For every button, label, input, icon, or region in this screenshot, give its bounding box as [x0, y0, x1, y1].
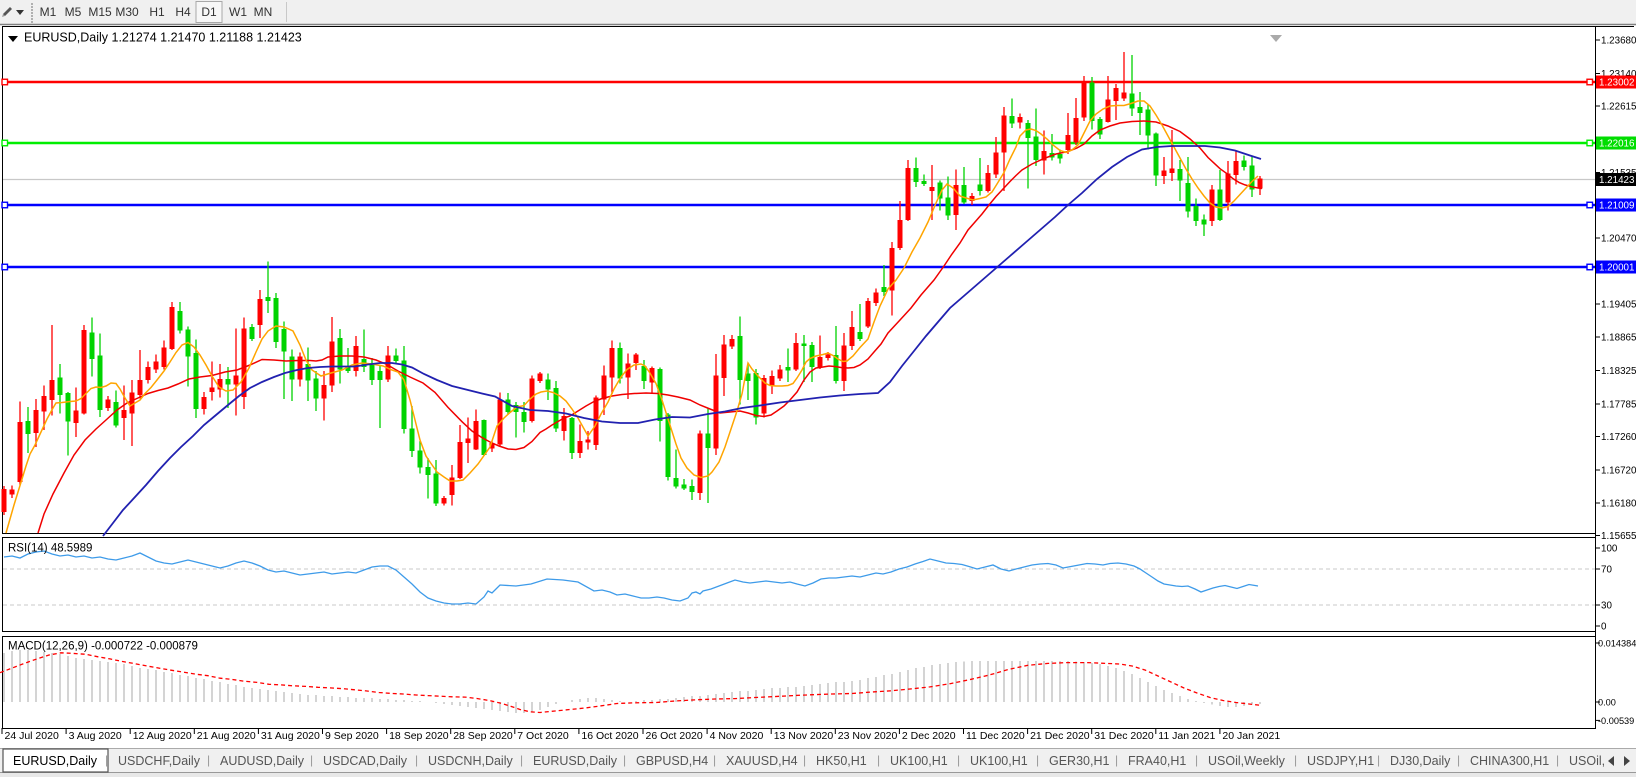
- svg-text:0.014384: 0.014384: [1598, 638, 1636, 648]
- svg-text:UK100,H1: UK100,H1: [970, 754, 1028, 768]
- svg-text:31 Dec 2020: 31 Dec 2020: [1094, 730, 1154, 742]
- svg-text:RSI(14) 48.5989: RSI(14) 48.5989: [8, 543, 92, 555]
- svg-text:USDCHF,Daily: USDCHF,Daily: [118, 754, 201, 768]
- svg-text:|: |: [803, 753, 806, 767]
- svg-text:1.15655: 1.15655: [1601, 531, 1636, 542]
- svg-text:4 Nov 2020: 4 Nov 2020: [710, 730, 764, 742]
- svg-text:GER30,H1: GER30,H1: [1049, 754, 1109, 768]
- svg-text:24 Jul 2020: 24 Jul 2020: [5, 730, 59, 742]
- svg-text:HK50,H1: HK50,H1: [816, 754, 867, 768]
- svg-text:0: 0: [1601, 622, 1607, 633]
- svg-text:USOil,Weekly: USOil,Weekly: [1208, 754, 1286, 768]
- svg-text:1.20001: 1.20001: [1599, 263, 1634, 274]
- svg-text:|: |: [105, 753, 108, 767]
- svg-text:|: |: [1294, 753, 1297, 767]
- svg-text:1.23140: 1.23140: [1601, 69, 1636, 80]
- svg-text:1.22016: 1.22016: [1599, 139, 1635, 150]
- svg-text:|: |: [1195, 753, 1198, 767]
- svg-text:|: |: [207, 753, 210, 767]
- svg-text:12 Aug 2020: 12 Aug 2020: [133, 730, 192, 742]
- svg-text:EURUSD,Daily 1.21274 1.21470: EURUSD,Daily 1.21274 1.21470 1.21188 1.2…: [24, 31, 302, 45]
- svg-text:30: 30: [1601, 601, 1612, 612]
- svg-text:USDJPY,H1: USDJPY,H1: [1307, 754, 1374, 768]
- svg-text:1.18865: 1.18865: [1601, 333, 1636, 344]
- svg-text:USDCAD,Daily: USDCAD,Daily: [323, 754, 408, 768]
- svg-text:16 Oct 2020: 16 Oct 2020: [581, 730, 638, 742]
- svg-text:21 Aug 2020: 21 Aug 2020: [197, 730, 256, 742]
- svg-text:M1: M1: [40, 5, 57, 19]
- svg-text:20 Jan 2021: 20 Jan 2021: [1222, 730, 1280, 742]
- svg-text:0.00: 0.00: [1598, 697, 1616, 707]
- svg-text:XAUUSD,H4: XAUUSD,H4: [726, 754, 798, 768]
- svg-text:MACD(12,26,9) -0.000722 -0.000: MACD(12,26,9) -0.000722 -0.000879: [8, 641, 198, 653]
- svg-text:1.16180: 1.16180: [1601, 499, 1636, 510]
- svg-text:11 Jan 2021: 11 Jan 2021: [1158, 730, 1215, 742]
- svg-text:MN: MN: [254, 5, 273, 19]
- svg-text:-0.00539: -0.00539: [1598, 716, 1634, 726]
- svg-text:11 Dec 2020: 11 Dec 2020: [966, 730, 1025, 742]
- svg-text:M5: M5: [65, 5, 82, 19]
- svg-text:CHINA300,H1: CHINA300,H1: [1470, 754, 1549, 768]
- svg-text:USOil,: USOil,: [1569, 754, 1605, 768]
- svg-text:1.20470: 1.20470: [1601, 234, 1636, 245]
- svg-text:1.19405: 1.19405: [1601, 300, 1636, 311]
- svg-text:|: |: [415, 753, 418, 767]
- svg-text:1.23002: 1.23002: [1599, 78, 1634, 89]
- svg-text:H4: H4: [175, 5, 191, 19]
- svg-text:|: |: [1377, 753, 1380, 767]
- svg-text:13 Nov 2020: 13 Nov 2020: [774, 730, 834, 742]
- svg-text:1.21423: 1.21423: [1599, 175, 1635, 186]
- svg-text:H1: H1: [149, 5, 165, 19]
- svg-text:EURUSD,Daily: EURUSD,Daily: [533, 754, 618, 768]
- svg-text:|: |: [1036, 753, 1039, 767]
- svg-text:W1: W1: [229, 5, 247, 19]
- svg-text:|: |: [1115, 753, 1118, 767]
- svg-text:USDCNH,Daily: USDCNH,Daily: [428, 754, 513, 768]
- svg-text:AUDUSD,Daily: AUDUSD,Daily: [220, 754, 305, 768]
- svg-text:1.21009: 1.21009: [1599, 201, 1634, 212]
- svg-text:|: |: [877, 753, 880, 767]
- svg-text:18 Sep 2020: 18 Sep 2020: [389, 730, 449, 742]
- svg-text:|: |: [957, 753, 960, 767]
- svg-text:1.18325: 1.18325: [1601, 366, 1636, 377]
- svg-text:|: |: [520, 753, 523, 767]
- svg-text:1.16720: 1.16720: [1601, 466, 1636, 477]
- svg-text:FRA40,H1: FRA40,H1: [1128, 754, 1186, 768]
- svg-text:|: |: [1457, 753, 1460, 767]
- svg-text:7 Oct 2020: 7 Oct 2020: [517, 730, 569, 742]
- svg-text:31 Aug 2020: 31 Aug 2020: [261, 730, 320, 742]
- svg-text:28 Sep 2020: 28 Sep 2020: [453, 730, 513, 742]
- svg-text:M30: M30: [115, 5, 139, 19]
- svg-text:23 Nov 2020: 23 Nov 2020: [838, 730, 898, 742]
- svg-text:2 Dec 2020: 2 Dec 2020: [902, 730, 956, 742]
- svg-text:|: |: [310, 753, 313, 767]
- svg-text:3 Aug 2020: 3 Aug 2020: [69, 730, 122, 742]
- svg-text:1.17260: 1.17260: [1601, 432, 1636, 443]
- svg-text:1.23680: 1.23680: [1601, 36, 1636, 47]
- svg-text:100: 100: [1601, 544, 1618, 555]
- svg-text:1.17785: 1.17785: [1601, 400, 1636, 411]
- svg-text:|: |: [713, 753, 716, 767]
- svg-text:1.22615: 1.22615: [1601, 102, 1636, 113]
- svg-text:DJ30,Daily: DJ30,Daily: [1390, 754, 1451, 768]
- svg-text:D1: D1: [201, 5, 217, 19]
- svg-text:GBPUSD,H4: GBPUSD,H4: [636, 754, 708, 768]
- svg-text:UK100,H1: UK100,H1: [890, 754, 948, 768]
- svg-text:M15: M15: [88, 5, 112, 19]
- svg-text:70: 70: [1601, 565, 1612, 576]
- svg-text:EURUSD,Daily: EURUSD,Daily: [13, 754, 98, 768]
- svg-text:9 Sep 2020: 9 Sep 2020: [325, 730, 379, 742]
- svg-text:|: |: [1556, 753, 1559, 767]
- svg-text:|: |: [623, 753, 626, 767]
- svg-text:26 Oct 2020: 26 Oct 2020: [646, 730, 703, 742]
- svg-text:21 Dec 2020: 21 Dec 2020: [1030, 730, 1090, 742]
